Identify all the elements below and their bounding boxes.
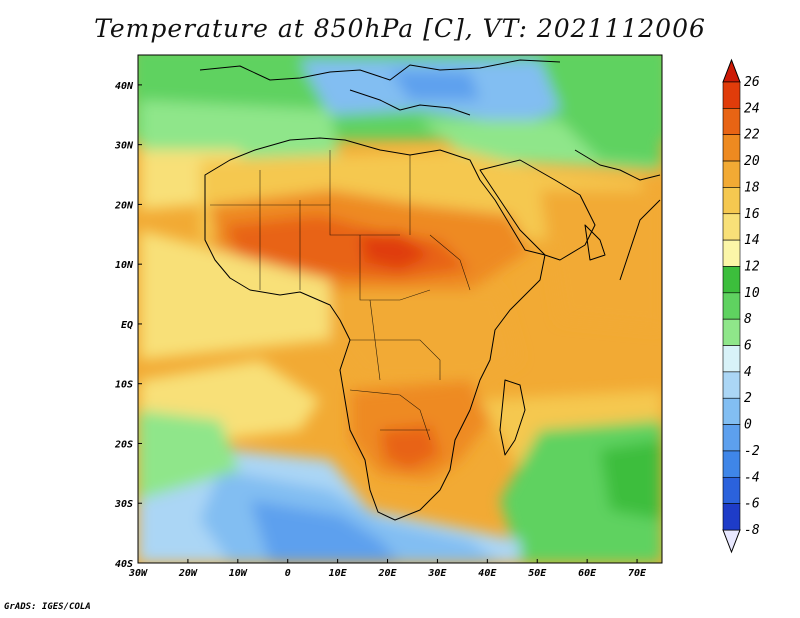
x-tick-label: 30W — [128, 568, 148, 579]
y-tick-label: EQ — [121, 320, 133, 331]
colorbar-segment — [722, 503, 741, 531]
plot-frame — [137, 54, 663, 564]
x-tick-label: 0 — [285, 568, 291, 579]
colorbar-segment — [722, 371, 741, 399]
colorbar-label: 10 — [744, 286, 760, 301]
colorbar-segment — [722, 476, 741, 504]
colorbar-segment — [722, 160, 741, 188]
colorbar-label: 14 — [744, 233, 760, 248]
country-borders — [210, 150, 471, 441]
colorbar-segment — [722, 266, 741, 294]
x-tick-label: 40E — [478, 568, 497, 579]
chart-title: Temperature at 850hPa [C], VT: 202111200… — [94, 14, 706, 43]
y-tick-label: 20S — [114, 439, 133, 450]
colorbar-max-triangle — [722, 58, 741, 83]
x-tick-label: 70E — [628, 568, 647, 579]
colorbar-segment — [722, 213, 741, 241]
colorbar-label: -2 — [744, 444, 760, 459]
colorbar-label: 20 — [744, 154, 760, 169]
x-tick-label: 60E — [578, 568, 597, 579]
y-tick-label: 10N — [115, 260, 134, 271]
colorbar-label: -6 — [744, 497, 760, 512]
colorbar-segment — [722, 450, 741, 478]
x-tick-label: 10W — [229, 568, 248, 579]
colorbar-segment — [722, 134, 741, 162]
colorbar-label: 6 — [744, 339, 752, 354]
colorbar-segment — [722, 108, 741, 136]
x-tick-label: 30E — [427, 568, 447, 579]
y-tick-label: 30N — [114, 141, 134, 152]
colorbar-label: 0 — [744, 418, 752, 433]
colorbar-min-triangle — [722, 529, 741, 554]
y-tick-label: 40N — [115, 81, 134, 92]
colorbar-segment — [722, 345, 741, 373]
colorbar-label: 22 — [744, 128, 760, 143]
colorbar-segment — [722, 81, 741, 109]
colorbar-label: 4 — [744, 365, 752, 380]
y-axis: 40N 30N 20N 10N EQ 10S 20S 30S 40S — [114, 81, 142, 570]
colorbar-label: 16 — [744, 207, 760, 222]
colorbar-label: 2 — [744, 391, 752, 406]
x-tick-label: 20E — [377, 568, 397, 579]
colorbar-segment — [722, 292, 741, 320]
x-axis: 30W 20W 10W 0 10E 20E 30E 40E 50E 60E 70E — [128, 559, 647, 579]
colorbar-label: -8 — [744, 523, 760, 538]
colorbar-label: -4 — [744, 470, 760, 485]
y-tick-label: 40S — [115, 559, 133, 570]
x-tick-label: 10E — [329, 568, 348, 579]
colorbar-segment — [722, 397, 741, 425]
colorbar-label: 8 — [744, 312, 752, 327]
colorbar-segment — [722, 239, 741, 267]
y-tick-label: 30S — [114, 499, 133, 510]
temperature-field — [138, 55, 662, 563]
x-tick-label: 50E — [528, 568, 547, 579]
y-tick-label: 20N — [114, 200, 134, 211]
x-tick-label: 20W — [178, 568, 198, 579]
colorbar-segment — [722, 424, 741, 452]
y-tick-label: 10S — [115, 380, 133, 391]
colorbar-label: 18 — [744, 180, 760, 195]
colorbar-label: 26 — [744, 75, 760, 90]
colorbar-segment — [722, 187, 741, 215]
colorbar-label: 24 — [744, 101, 760, 116]
colorbar-segment — [722, 318, 741, 346]
grads-credit: GrADS: IGES/COLA — [4, 602, 91, 612]
colorbar-label: 12 — [744, 259, 760, 274]
